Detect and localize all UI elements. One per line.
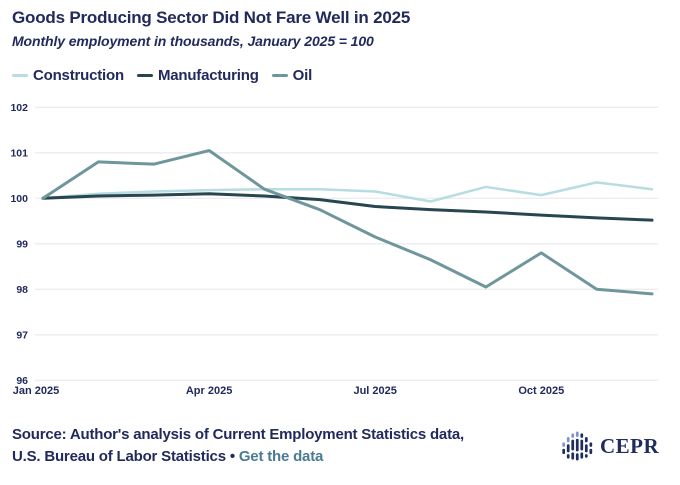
y-axis-tick-96: 96 (16, 375, 28, 387)
get-the-data-link[interactable]: Get the data (238, 448, 324, 465)
legend-item-construction: Construction (12, 67, 124, 84)
chart-title: Goods Producing Sector Did Not Fare Well… (12, 8, 411, 27)
bullet-separator: • (229, 448, 235, 465)
source-note: Source: Author's analysis of Current Emp… (12, 424, 464, 468)
cepr-logo: CEPR (556, 424, 672, 468)
chart-subtitle: Monthly employment in thousands, January… (12, 33, 374, 49)
legend-swatch-oil (271, 74, 288, 77)
source-line-2: U.S. Bureau of Labor Statistics (12, 448, 226, 465)
legend-swatch-manufacturing (136, 74, 153, 77)
x-axis-tick-jul-2025: Jul 2025 (353, 385, 396, 397)
y-axis-tick-99: 99 (16, 238, 28, 250)
legend-label: Construction (33, 67, 124, 84)
y-axis-tick-100: 100 (10, 193, 28, 205)
legend-item-oil: Oil (271, 67, 313, 84)
y-axis-tick-98: 98 (16, 284, 28, 296)
cepr-logo-icon (562, 431, 593, 461)
x-axis-tick-apr-2025: Apr 2025 (186, 385, 232, 397)
legend-swatch-construction (12, 74, 28, 77)
x-axis-tick-oct-2025: Oct 2025 (518, 385, 564, 397)
chart-legend: Construction Manufacturing Oil (12, 67, 312, 84)
cepr-logo-text: CEPR (600, 433, 660, 458)
y-axis-tick-97: 97 (16, 329, 28, 341)
y-axis-tick-102: 102 (10, 102, 28, 114)
x-axis-tick-jan-2025: Jan 2025 (13, 385, 59, 397)
line-chart: 96 97 98 99 100 101 102 Jan 2025 Apr 2025 Jul 202… (10, 102, 658, 397)
series-line-oil (41, 149, 654, 296)
legend-label: Oil (292, 67, 313, 84)
y-axis-tick-101: 101 (10, 147, 28, 159)
series-line-manufacturing (41, 192, 654, 222)
source-line-1: Source: Author's analysis of Current Emp… (12, 426, 464, 443)
legend-item-manufacturing: Manufacturing (136, 67, 259, 84)
series-line-construction (41, 181, 654, 203)
legend-label: Manufacturing (157, 67, 259, 84)
